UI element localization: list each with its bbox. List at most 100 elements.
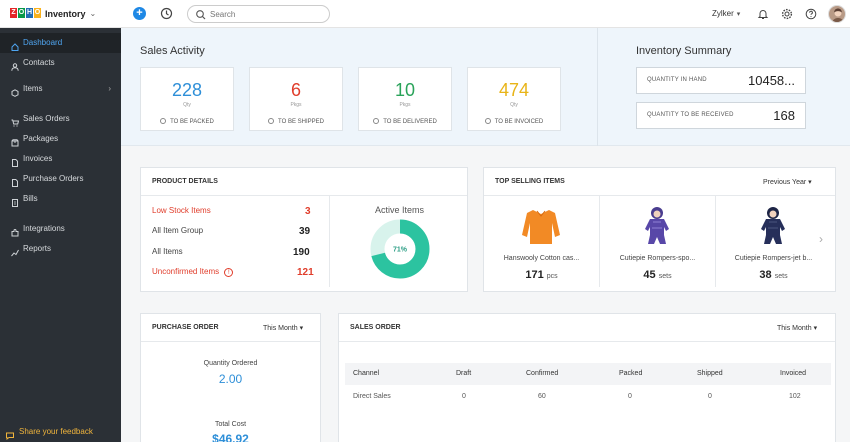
qty-number: 171 xyxy=(525,269,544,281)
top-item-card[interactable]: Hanswooly Cotton cas... 171 pcs xyxy=(484,196,599,287)
top-item-card[interactable]: Cutiepie Rompers-jet b... 38 sets xyxy=(716,196,831,287)
sidebar-item-packages[interactable]: Packages xyxy=(0,129,121,149)
summary-label: QUANTITY TO BE RECEIVED xyxy=(647,112,734,118)
activity-label-text: TO BE INVOICED xyxy=(494,119,544,125)
activity-label: TO BE INVOICED xyxy=(468,118,560,125)
sidebar-item-invoices[interactable]: Invoices xyxy=(0,149,121,169)
activity-card-delivered[interactable]: 10 Pkgs TO BE DELIVERED xyxy=(358,67,452,131)
top-selling-panel: TOP SELLING ITEMS Previous Year ▾ Hanswo… xyxy=(483,167,836,292)
circle-check-icon xyxy=(484,118,491,124)
sidebar-item-integrations[interactable]: Integrations xyxy=(0,219,121,239)
summary-label: QUANTITY IN HAND xyxy=(647,77,707,83)
divider xyxy=(715,196,716,287)
low-stock-link[interactable]: Low Stock Items xyxy=(152,206,211,215)
bill-icon xyxy=(11,195,19,207)
period-dropdown-value: This Month xyxy=(777,325,812,332)
activity-label-text: TO BE DELIVERED xyxy=(383,119,437,125)
period-dropdown[interactable]: This Month ▾ xyxy=(777,324,817,332)
period-dropdown-value: This Month xyxy=(263,325,298,332)
active-items-donut: 71% xyxy=(370,219,430,279)
purchase-order-panel: PURCHASE ORDER This Month ▾ Quantity Ord… xyxy=(140,313,321,442)
period-dropdown[interactable]: This Month ▾ xyxy=(263,324,303,332)
recent-history-icon[interactable] xyxy=(160,7,173,20)
search-icon xyxy=(195,9,207,21)
table-cell: Direct Sales xyxy=(353,393,391,400)
search-box[interactable] xyxy=(187,5,330,23)
chart-icon xyxy=(11,245,19,257)
table-cell: 0 xyxy=(628,393,632,400)
activity-value: 6 xyxy=(290,80,301,100)
share-feedback-link[interactable]: Share your feedback xyxy=(0,422,121,442)
sidebar-item-purchase-orders[interactable]: Purchase Orders xyxy=(0,169,121,189)
help-icon[interactable] xyxy=(805,8,817,20)
activity-card-invoiced[interactable]: 474 Qty TO BE INVOICED xyxy=(467,67,561,131)
panel-title: PURCHASE ORDER xyxy=(152,324,219,331)
unconfirmed-items-link[interactable]: Unconfirmed Items ! xyxy=(152,267,234,277)
app-switcher[interactable]: Z O H O Inventory ⌄ xyxy=(10,8,96,19)
activity-card-shipped[interactable]: 6 Pkgs TO BE SHIPPED xyxy=(249,67,343,131)
chevron-right-icon: › xyxy=(108,84,111,93)
activity-unit: Qty xyxy=(510,102,518,108)
qty-unit: sets xyxy=(774,273,788,280)
chevron-down-icon: ⌄ xyxy=(89,9,97,18)
sidebar-item-reports[interactable]: Reports xyxy=(0,239,121,259)
panel-title: TOP SELLING ITEMS xyxy=(495,178,565,185)
org-switcher[interactable]: Zylker ▾ xyxy=(712,9,740,18)
logo-letter: Z xyxy=(10,8,17,18)
table-header xyxy=(345,363,831,385)
sidebar-item-sales-orders[interactable]: Sales Orders xyxy=(0,109,121,129)
org-name: Zylker xyxy=(712,9,734,18)
circle-check-icon xyxy=(268,118,275,124)
document-icon xyxy=(11,155,19,167)
quantity-ordered-label: Quantity Ordered xyxy=(203,360,258,367)
table-cell: 60 xyxy=(538,393,546,400)
home-icon xyxy=(11,39,19,51)
activity-value: 474 xyxy=(498,80,530,100)
item-qty: 171 pcs xyxy=(484,269,599,281)
all-items-link[interactable]: All Items xyxy=(152,247,183,256)
item-group-link[interactable]: All Item Group xyxy=(152,226,204,235)
item-name: Cutiepie Rompers-spo... xyxy=(619,255,696,262)
period-dropdown-value: Previous Year xyxy=(763,179,807,186)
sidebar-item-bills[interactable]: Bills xyxy=(0,189,121,209)
sidebar-item-items[interactable]: Items › xyxy=(0,79,121,99)
sidebar-item-dashboard[interactable]: Dashboard xyxy=(0,33,121,53)
activity-label-text: TO BE PACKED xyxy=(170,119,214,125)
divider xyxy=(141,341,320,342)
bell-icon[interactable] xyxy=(757,8,769,20)
period-dropdown[interactable]: Previous Year ▾ xyxy=(763,178,812,186)
gear-icon[interactable] xyxy=(781,8,793,20)
divider xyxy=(141,195,467,196)
top-bar: Z O H O Inventory ⌄ + Zylker▾ xyxy=(0,0,850,28)
quick-create-button[interactable]: + xyxy=(133,7,146,20)
sidebar-item-label: Bills xyxy=(23,194,38,203)
summary-value: 168 xyxy=(773,108,795,123)
caret-down-icon: ▾ xyxy=(808,179,812,186)
activity-value: 10 xyxy=(394,80,416,100)
search-input[interactable] xyxy=(210,8,320,21)
logo-letter: H xyxy=(26,8,33,18)
chevron-right-icon[interactable]: › xyxy=(819,232,823,246)
activity-label-text: TO BE SHIPPED xyxy=(278,119,324,125)
qty-unit: pcs xyxy=(546,273,558,280)
item-qty: 45 sets xyxy=(600,269,715,281)
total-cost-label: Total Cost xyxy=(214,421,247,428)
activity-card-packed[interactable]: 228 Qty TO BE PACKED xyxy=(140,67,234,131)
logo-letter: O xyxy=(34,8,41,18)
sidebar-item-contacts[interactable]: Contacts xyxy=(0,53,121,73)
logo-letter: O xyxy=(18,8,25,18)
table-cell: 102 xyxy=(789,393,801,400)
circle-check-icon xyxy=(373,118,380,124)
column-header: Shipped xyxy=(697,370,723,377)
activity-unit: Pkgs xyxy=(399,102,411,108)
avatar[interactable] xyxy=(828,5,846,23)
sidebar-item-label: Purchase Orders xyxy=(23,174,84,183)
zoho-logo: Z O H O xyxy=(10,8,42,19)
info-icon: ! xyxy=(224,268,234,277)
sidebar-item-label: Packages xyxy=(23,134,59,143)
divider xyxy=(599,196,600,287)
quantity-in-hand-card: QUANTITY IN HAND 10458... xyxy=(636,67,806,94)
top-item-card[interactable]: Cutiepie Rompers-spo... 45 sets xyxy=(600,196,715,287)
document-icon xyxy=(11,175,19,187)
circle-check-icon xyxy=(160,118,167,124)
